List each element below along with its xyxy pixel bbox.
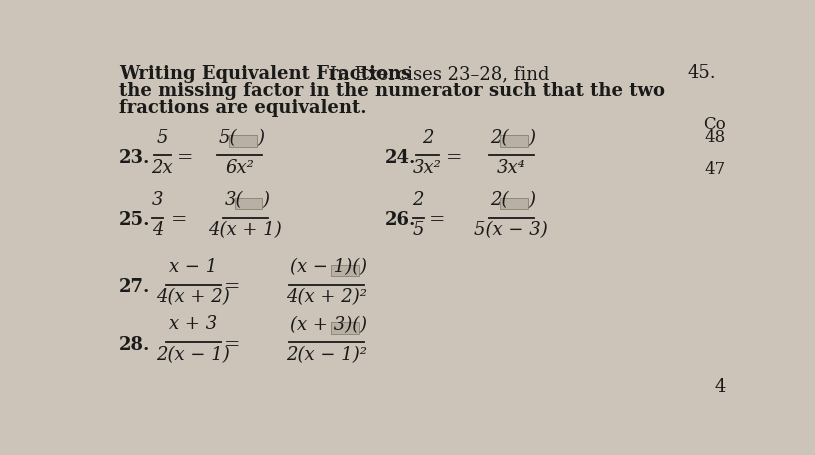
Text: 4: 4: [152, 221, 164, 238]
Text: 25.: 25.: [119, 211, 151, 229]
Text: 4: 4: [715, 377, 725, 395]
Text: 4(x + 2): 4(x + 2): [156, 288, 230, 305]
Text: =: =: [429, 211, 445, 229]
Text: 23.: 23.: [119, 149, 150, 167]
Text: 2: 2: [412, 191, 424, 209]
Text: 3x²: 3x²: [413, 158, 442, 176]
Text: (x − 1)(: (x − 1)(: [290, 258, 359, 276]
Text: 3x⁴: 3x⁴: [496, 158, 526, 176]
Text: ): ): [528, 129, 535, 147]
Text: x + 3: x + 3: [170, 315, 218, 333]
Text: (x + 3)(: (x + 3)(: [290, 315, 359, 334]
Text: Writing Equivalent Fractions: Writing Equivalent Fractions: [119, 66, 411, 83]
Text: 28.: 28.: [119, 335, 150, 353]
Text: the missing factor in the numerator such that the two: the missing factor in the numerator such…: [119, 82, 665, 100]
Text: =: =: [224, 335, 240, 353]
Text: =: =: [178, 149, 194, 167]
Text: 48: 48: [704, 129, 725, 146]
Text: 6x²: 6x²: [226, 158, 254, 176]
Text: Co: Co: [703, 116, 725, 133]
Text: 3: 3: [152, 191, 164, 209]
Text: ): ): [262, 191, 270, 209]
FancyBboxPatch shape: [331, 323, 359, 334]
Text: 5: 5: [156, 129, 168, 147]
FancyBboxPatch shape: [331, 265, 359, 277]
Text: ): ): [359, 315, 366, 334]
Text: 2(x − 1)²: 2(x − 1)²: [286, 345, 367, 363]
Text: 2(: 2(: [490, 191, 509, 209]
Text: ): ): [359, 258, 366, 276]
Text: ): ): [528, 191, 535, 209]
Text: 24.: 24.: [385, 149, 416, 167]
Text: ): ): [257, 129, 264, 147]
Text: 2x: 2x: [152, 158, 173, 176]
Text: =: =: [171, 211, 187, 229]
Text: 5: 5: [412, 221, 424, 238]
Text: 45.: 45.: [688, 64, 716, 82]
Text: In Exercises 23–28, find: In Exercises 23–28, find: [331, 66, 550, 83]
FancyBboxPatch shape: [235, 198, 262, 210]
Text: 47: 47: [704, 161, 725, 177]
Text: 2(: 2(: [490, 129, 509, 147]
Text: 2: 2: [421, 129, 433, 147]
Text: =: =: [224, 278, 240, 296]
Text: 4(x + 1): 4(x + 1): [209, 221, 282, 238]
Text: fractions are equivalent.: fractions are equivalent.: [119, 99, 367, 117]
Text: 5(x − 3): 5(x − 3): [474, 221, 548, 238]
Text: 2(x − 1): 2(x − 1): [156, 345, 230, 363]
FancyBboxPatch shape: [500, 198, 528, 210]
FancyBboxPatch shape: [500, 136, 528, 147]
Text: 5(: 5(: [219, 129, 237, 147]
Text: 27.: 27.: [119, 278, 150, 296]
Text: x − 1: x − 1: [170, 257, 218, 275]
Text: 26.: 26.: [385, 211, 416, 229]
Text: 3(: 3(: [224, 191, 243, 209]
FancyBboxPatch shape: [229, 136, 257, 147]
Text: =: =: [446, 149, 462, 167]
Text: 4(x + 2)²: 4(x + 2)²: [286, 288, 367, 305]
